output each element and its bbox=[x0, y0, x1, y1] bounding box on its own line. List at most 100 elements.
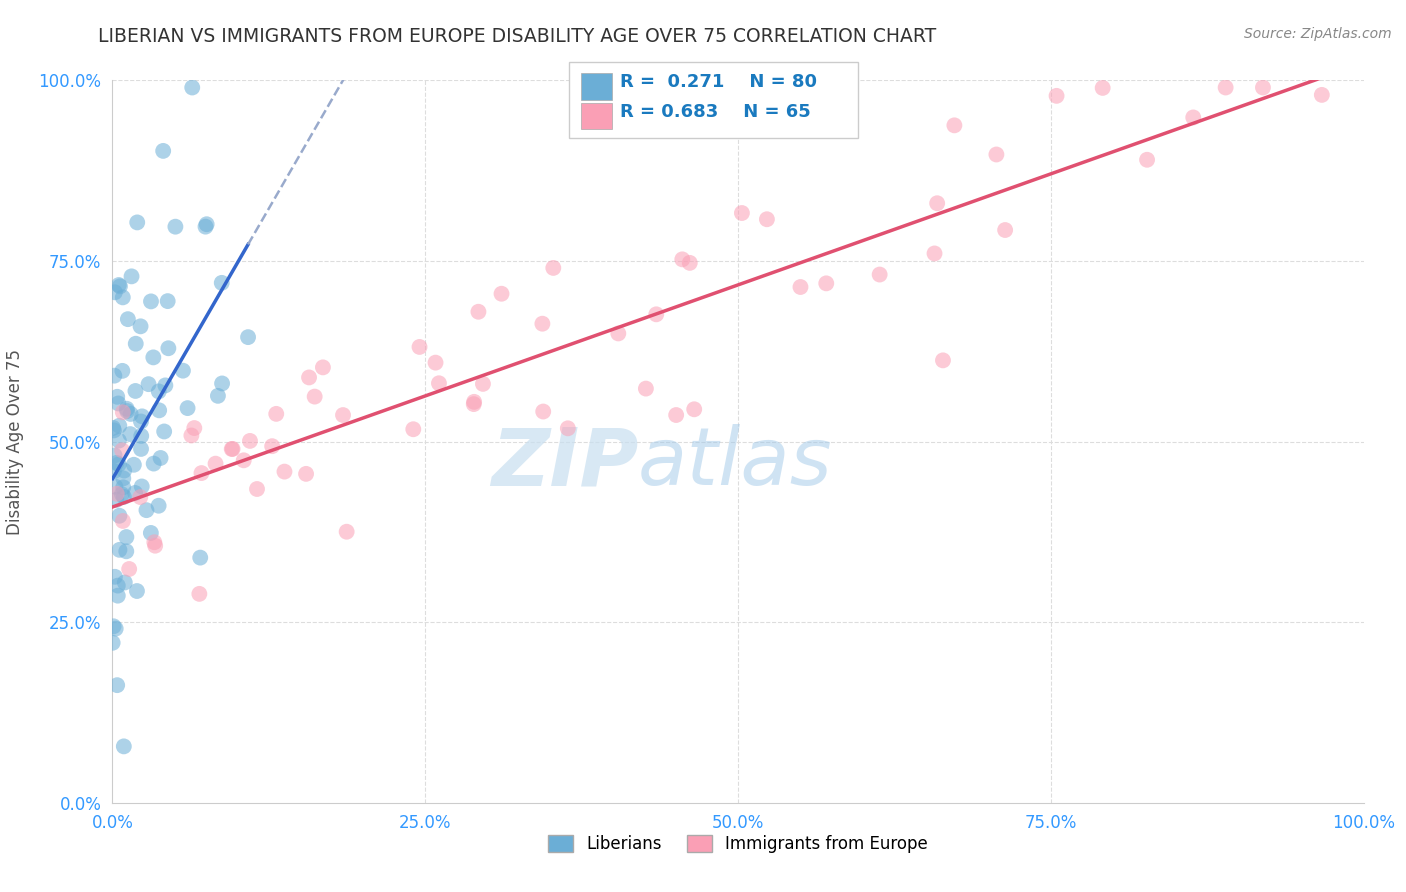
Point bbox=[148, 384, 170, 399]
Point bbox=[869, 268, 891, 282]
Point bbox=[115, 544, 138, 558]
Text: ZIP: ZIP bbox=[491, 425, 638, 502]
Point bbox=[139, 294, 162, 309]
Point bbox=[122, 458, 145, 472]
Point bbox=[194, 219, 217, 234]
Point bbox=[103, 619, 125, 633]
Point bbox=[112, 464, 135, 478]
Point bbox=[986, 147, 1008, 161]
Point bbox=[129, 415, 152, 429]
Point bbox=[165, 219, 187, 234]
Point bbox=[402, 422, 425, 436]
Point bbox=[665, 408, 688, 422]
Point bbox=[755, 212, 778, 227]
Point bbox=[207, 389, 229, 403]
Point bbox=[103, 368, 125, 383]
Point bbox=[108, 277, 131, 292]
Point bbox=[108, 434, 131, 448]
Point bbox=[124, 384, 146, 398]
Point bbox=[148, 499, 170, 513]
Point bbox=[111, 487, 134, 501]
Point bbox=[943, 119, 966, 133]
Point bbox=[114, 575, 136, 590]
Point bbox=[789, 280, 811, 294]
Point bbox=[108, 418, 131, 433]
Point bbox=[471, 376, 494, 391]
Point bbox=[1091, 81, 1114, 95]
Point bbox=[138, 377, 160, 392]
Point bbox=[815, 277, 838, 291]
Point bbox=[111, 405, 134, 419]
Point bbox=[262, 439, 284, 453]
Point bbox=[129, 442, 152, 456]
Point bbox=[131, 479, 153, 493]
Point bbox=[157, 341, 180, 355]
Point bbox=[927, 196, 949, 211]
Point bbox=[152, 144, 174, 158]
Point bbox=[312, 360, 335, 375]
Point bbox=[994, 223, 1017, 237]
Point bbox=[183, 421, 205, 435]
Point bbox=[463, 397, 485, 411]
Point bbox=[236, 330, 259, 344]
Point bbox=[108, 542, 131, 557]
Point bbox=[129, 319, 152, 334]
Point bbox=[101, 421, 124, 435]
Point bbox=[491, 286, 513, 301]
Point bbox=[463, 394, 485, 409]
Point bbox=[188, 550, 211, 565]
Text: atlas: atlas bbox=[638, 425, 832, 502]
Point bbox=[135, 503, 157, 517]
Point bbox=[172, 364, 194, 378]
Point bbox=[139, 525, 162, 540]
Point bbox=[105, 678, 128, 692]
Text: R = 0.683    N = 65: R = 0.683 N = 65 bbox=[620, 103, 811, 120]
Point bbox=[232, 453, 254, 467]
Point bbox=[683, 402, 706, 417]
Legend: Liberians, Immigrants from Europe: Liberians, Immigrants from Europe bbox=[541, 828, 935, 860]
Point bbox=[142, 457, 165, 471]
Point bbox=[543, 260, 565, 275]
Point bbox=[112, 739, 135, 754]
Point bbox=[180, 428, 202, 442]
Point bbox=[153, 425, 176, 439]
Point bbox=[142, 351, 165, 365]
Point bbox=[679, 256, 702, 270]
Point bbox=[112, 480, 135, 494]
Point bbox=[118, 562, 141, 576]
Point bbox=[1215, 80, 1237, 95]
Point bbox=[531, 404, 554, 418]
Point bbox=[105, 456, 128, 470]
Point bbox=[107, 579, 129, 593]
Point bbox=[924, 246, 946, 260]
Text: Source: ZipAtlas.com: Source: ZipAtlas.com bbox=[1244, 27, 1392, 41]
Point bbox=[120, 407, 142, 421]
Point bbox=[115, 404, 138, 418]
Point bbox=[408, 340, 430, 354]
Point bbox=[103, 424, 125, 438]
Point bbox=[101, 636, 124, 650]
Y-axis label: Disability Age Over 75: Disability Age Over 75 bbox=[7, 349, 24, 534]
Point bbox=[298, 370, 321, 384]
Point bbox=[264, 407, 287, 421]
Point bbox=[190, 466, 212, 480]
Point bbox=[1251, 80, 1274, 95]
Point bbox=[557, 421, 579, 435]
Point bbox=[1136, 153, 1159, 167]
Point bbox=[107, 458, 129, 472]
Point bbox=[425, 356, 447, 370]
Point bbox=[204, 457, 226, 471]
Point bbox=[108, 508, 131, 523]
Point bbox=[104, 570, 127, 584]
Point bbox=[143, 539, 166, 553]
Point bbox=[304, 390, 326, 404]
Point bbox=[155, 378, 177, 392]
Point bbox=[103, 464, 125, 478]
Point bbox=[111, 364, 134, 378]
Point bbox=[273, 465, 295, 479]
Point bbox=[107, 589, 129, 603]
Point bbox=[239, 434, 262, 448]
Point bbox=[336, 524, 359, 539]
Point bbox=[120, 427, 142, 442]
Point bbox=[176, 401, 198, 416]
